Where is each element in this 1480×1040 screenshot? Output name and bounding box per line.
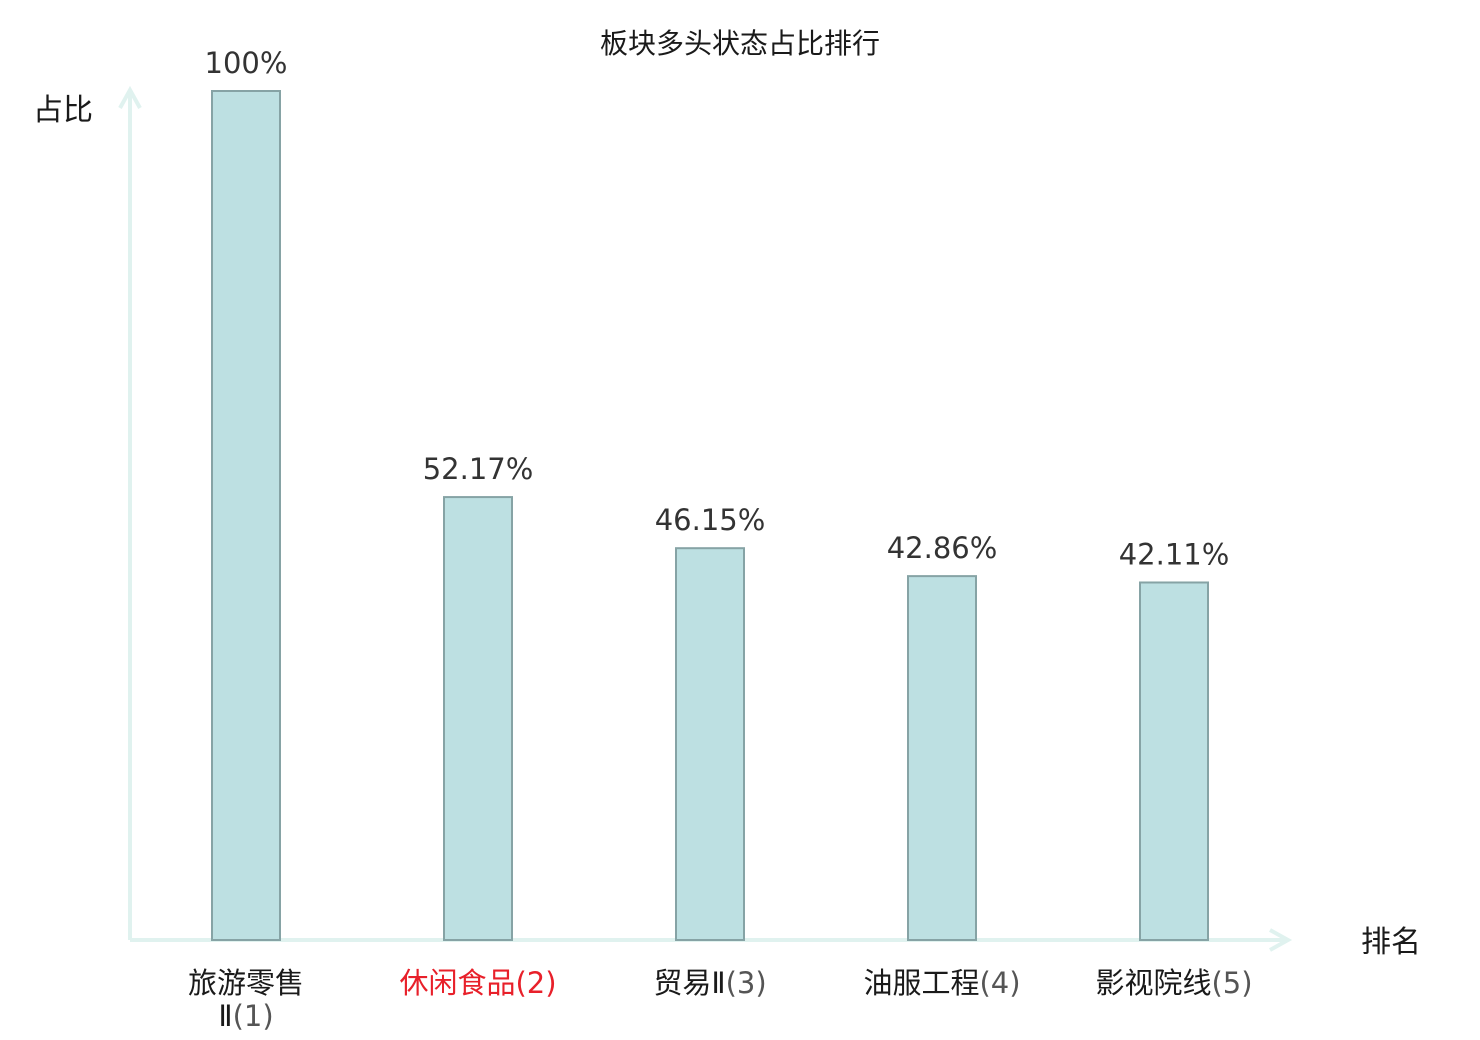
category-label-1-line2: Ⅱ(1) — [218, 999, 273, 1033]
bar-5 — [1139, 581, 1209, 941]
bar-1 — [211, 90, 281, 941]
category-label-2: 休闲食品(2) — [399, 966, 556, 1000]
category-label-3: 贸易Ⅱ(3) — [653, 966, 766, 1000]
value-label-3: 46.15% — [655, 503, 766, 537]
y-axis-arrow-icon — [118, 85, 142, 109]
value-label-4: 42.86% — [887, 531, 998, 565]
category-label-1: 旅游零售 — [188, 966, 304, 1000]
value-label-5: 42.11% — [1119, 537, 1230, 571]
value-label-2: 52.17% — [423, 452, 534, 486]
category-label-5: 影视院线(5) — [1095, 966, 1252, 1000]
value-labels: 100% 52.17% 46.15% 42.86% 42.11% — [205, 46, 1230, 571]
bar-2 — [443, 496, 513, 941]
y-axis-label: 占比 — [33, 93, 93, 128]
bar-4 — [907, 575, 977, 941]
value-label-1: 100% — [205, 46, 288, 80]
x-axis-label: 排名 — [1361, 925, 1421, 960]
category-label-4: 油服工程(4) — [863, 966, 1020, 1000]
chart-title: 板块多头状态占比排行 — [600, 27, 880, 60]
bars — [211, 90, 1209, 942]
bar-3 — [675, 547, 745, 942]
x-axis-arrow-icon — [1269, 928, 1293, 952]
